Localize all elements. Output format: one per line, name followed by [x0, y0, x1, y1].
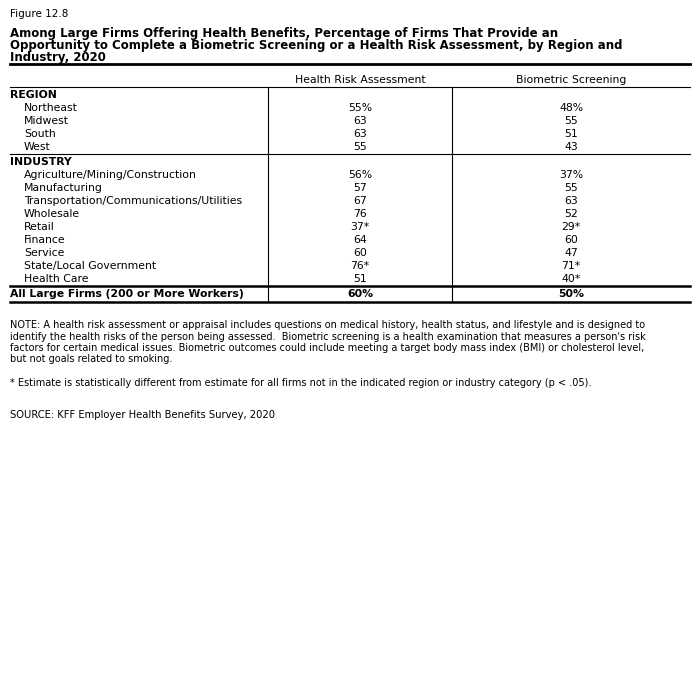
- Text: Figure 12.8: Figure 12.8: [10, 9, 68, 19]
- Text: Northeast: Northeast: [24, 103, 78, 113]
- Text: REGION: REGION: [10, 90, 57, 100]
- Text: 55: 55: [564, 183, 578, 193]
- Text: Wholesale: Wholesale: [24, 209, 80, 219]
- Text: 37%: 37%: [559, 170, 583, 180]
- Text: Finance: Finance: [24, 235, 66, 245]
- Text: 55%: 55%: [348, 103, 372, 113]
- Text: West: West: [24, 142, 51, 152]
- Text: Service: Service: [24, 248, 64, 258]
- Text: Among Large Firms Offering Health Benefits, Percentage of Firms That Provide an: Among Large Firms Offering Health Benefi…: [10, 27, 558, 40]
- Text: 48%: 48%: [559, 103, 583, 113]
- Text: 52: 52: [564, 209, 578, 219]
- Text: State/Local Government: State/Local Government: [24, 261, 156, 271]
- Text: 37*: 37*: [350, 222, 369, 232]
- Text: 57: 57: [353, 183, 367, 193]
- Text: 43: 43: [564, 142, 578, 152]
- Text: 51: 51: [564, 129, 578, 139]
- Text: Manufacturing: Manufacturing: [24, 183, 103, 193]
- Text: Biometric Screening: Biometric Screening: [516, 75, 626, 85]
- Text: Transportation/Communications/Utilities: Transportation/Communications/Utilities: [24, 196, 242, 206]
- Text: Health Care: Health Care: [24, 274, 89, 284]
- Text: factors for certain medical issues. Biometric outcomes could include meeting a t: factors for certain medical issues. Biom…: [10, 343, 644, 353]
- Text: 47: 47: [564, 248, 578, 258]
- Text: 50%: 50%: [558, 289, 584, 299]
- Text: 60%: 60%: [347, 289, 373, 299]
- Text: NOTE: A health risk assessment or appraisal includes questions on medical histor: NOTE: A health risk assessment or apprai…: [10, 320, 645, 330]
- Text: 40*: 40*: [561, 274, 581, 284]
- Text: 63: 63: [353, 129, 367, 139]
- Text: 51: 51: [353, 274, 367, 284]
- Text: 55: 55: [353, 142, 367, 152]
- Text: Industry, 2020: Industry, 2020: [10, 51, 106, 64]
- Text: 60: 60: [353, 248, 367, 258]
- Text: 56%: 56%: [348, 170, 372, 180]
- Text: Health Risk Assessment: Health Risk Assessment: [295, 75, 425, 85]
- Text: 60: 60: [564, 235, 578, 245]
- Text: 29*: 29*: [561, 222, 581, 232]
- Text: 67: 67: [353, 196, 367, 206]
- Text: * Estimate is statistically different from estimate for all firms not in the ind: * Estimate is statistically different fr…: [10, 378, 591, 388]
- Text: 55: 55: [564, 116, 578, 126]
- Text: 76*: 76*: [350, 261, 369, 271]
- Text: identify the health risks of the person being assessed.  Biometric screening is : identify the health risks of the person …: [10, 332, 646, 341]
- Text: but not goals related to smoking.: but not goals related to smoking.: [10, 354, 172, 365]
- Text: South: South: [24, 129, 56, 139]
- Text: All Large Firms (200 or More Workers): All Large Firms (200 or More Workers): [10, 289, 244, 299]
- Text: 63: 63: [564, 196, 578, 206]
- Text: Retail: Retail: [24, 222, 54, 232]
- Text: Opportunity to Complete a Biometric Screening or a Health Risk Assessment, by Re: Opportunity to Complete a Biometric Scre…: [10, 39, 623, 52]
- Text: Agriculture/Mining/Construction: Agriculture/Mining/Construction: [24, 170, 197, 180]
- Text: INDUSTRY: INDUSTRY: [10, 157, 72, 167]
- Text: 63: 63: [353, 116, 367, 126]
- Text: 76: 76: [353, 209, 367, 219]
- Text: SOURCE: KFF Employer Health Benefits Survey, 2020: SOURCE: KFF Employer Health Benefits Sur…: [10, 410, 275, 420]
- Text: 71*: 71*: [561, 261, 581, 271]
- Text: 64: 64: [353, 235, 367, 245]
- Text: Midwest: Midwest: [24, 116, 69, 126]
